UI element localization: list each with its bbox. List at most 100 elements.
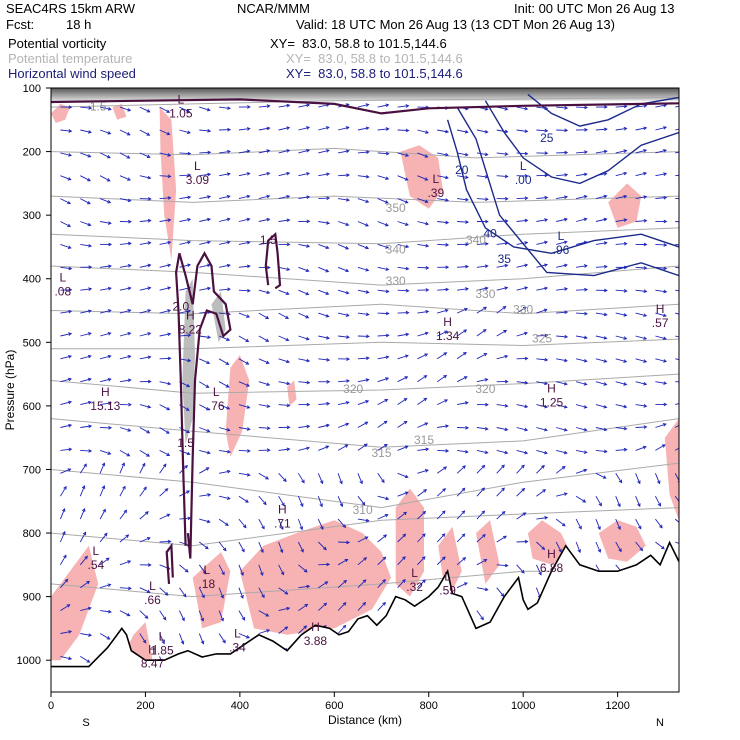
pv-shade-1 xyxy=(51,545,99,661)
field-name-pv: Potential vorticity xyxy=(8,36,107,51)
wind-vector-head-108 xyxy=(147,286,152,291)
wind-vector-head-373 xyxy=(342,624,347,629)
wind-vector-476 xyxy=(437,129,449,133)
wind-vector-head-292 xyxy=(281,502,285,507)
wind-vector-430 xyxy=(397,221,409,226)
wind-vector-head-311 xyxy=(306,358,311,363)
wind-vector-768 xyxy=(655,518,663,529)
extremum-kind-17: L xyxy=(432,172,439,186)
wind-vector-412 xyxy=(377,377,389,383)
wind-vector-41 xyxy=(79,463,87,474)
wind-vector-head-261 xyxy=(265,360,270,364)
wind-vector-744 xyxy=(635,541,643,551)
wind-vector-head-606 xyxy=(544,240,549,245)
wind-vector-159 xyxy=(179,310,191,314)
wind-vector-762 xyxy=(655,381,667,384)
wind-vector-head-171 xyxy=(182,593,187,598)
wind-vector-629 xyxy=(556,196,568,200)
extremum-value-12: 1.85 xyxy=(150,644,174,658)
wind-vector-134 xyxy=(159,309,171,314)
wind-vector-752 xyxy=(655,149,667,154)
wind-vector-head-693 xyxy=(597,526,601,531)
wind-vector-292 xyxy=(278,495,285,506)
wind-vector-144 xyxy=(159,541,171,543)
wind-vector-head-305 xyxy=(306,219,311,224)
wind-vector-head-93 xyxy=(123,509,128,514)
wind-vector-head-240 xyxy=(247,449,251,453)
wind-vector-631 xyxy=(556,241,568,245)
wind-vector-head-490 xyxy=(445,449,450,453)
wind-vector-581 xyxy=(516,241,528,245)
wind-vector-470 xyxy=(417,556,426,566)
wind-vector-69 xyxy=(99,533,108,543)
wind-vector-head-59 xyxy=(107,309,112,313)
wind-contour-0 xyxy=(446,119,679,255)
wind-vector-head-763 xyxy=(663,402,668,407)
wind-vector-478 xyxy=(437,175,449,179)
wind-vector-477 xyxy=(437,152,449,156)
wind-vector-head-160 xyxy=(187,333,192,338)
wind-vector-666 xyxy=(575,469,587,474)
init-time: Init: 00 UTC Mon 26 Aug 13 xyxy=(514,1,675,16)
wind-vector-head-419 xyxy=(383,534,388,538)
wind-vector-188 xyxy=(199,404,210,411)
wind-vector-head-355 xyxy=(345,222,350,227)
wind-vector-head-331 xyxy=(325,245,330,250)
wind-vector-258 xyxy=(258,289,270,294)
wind-vector-352 xyxy=(338,150,349,154)
wind-vector-355 xyxy=(337,221,349,226)
wind-vector-636 xyxy=(556,358,568,362)
wind-vector-283 xyxy=(278,289,289,295)
wind-vector-head-584 xyxy=(522,306,527,311)
wind-vector-781 xyxy=(675,243,679,246)
wind-vector-head-430 xyxy=(405,222,409,226)
wind-vector-head-375 xyxy=(365,103,370,107)
wind-vector-head-345 xyxy=(326,562,331,567)
wind-vector-212 xyxy=(218,381,230,388)
wind-vector-248 xyxy=(238,633,250,639)
wind-vector-head-186 xyxy=(206,360,211,365)
wind-vector-head-336 xyxy=(326,358,331,362)
wind-vector-head-52 xyxy=(106,155,111,159)
wind-vector-147 xyxy=(159,610,167,620)
wind-vector-head-228 xyxy=(246,172,251,176)
wind-vector-head-310 xyxy=(305,336,310,341)
wind-vector-141 xyxy=(159,463,167,474)
wind-vector-head-602 xyxy=(544,151,549,155)
wind-vector-512 xyxy=(456,376,468,383)
wind-vector-204 xyxy=(219,195,230,200)
wind-vector-297 xyxy=(278,607,290,612)
wind-vector-head-159 xyxy=(187,309,192,314)
wind-vector-head-384 xyxy=(365,312,370,317)
wind-vector-161 xyxy=(179,358,191,362)
wind-vector-116 xyxy=(139,463,146,474)
wind-vector-733 xyxy=(635,289,647,292)
wind-vector-18 xyxy=(59,508,66,520)
wind-vector-head-366 xyxy=(339,480,343,485)
wind-vector-head-638 xyxy=(563,405,568,409)
wind-vector-head-202 xyxy=(227,149,231,154)
wind-vector-head-610 xyxy=(544,333,549,338)
wind-vector-437 xyxy=(397,376,408,383)
extremum-kind-1: L xyxy=(194,159,201,173)
extremum-kind-13: H xyxy=(148,642,157,656)
wind-vector-head-780 xyxy=(684,221,687,224)
wind-vector-702 xyxy=(615,150,627,154)
wind-vector-head-367 xyxy=(339,503,344,508)
wind-vector-436 xyxy=(397,355,409,360)
wind-vector-head-768 xyxy=(659,524,663,529)
theta-label-4: 315 xyxy=(372,446,392,460)
wind-vector-head-10 xyxy=(68,332,73,336)
wind-vector-head-239 xyxy=(246,427,251,431)
extremum-value-14: .32 xyxy=(406,580,423,594)
wind-vector-761 xyxy=(655,358,667,362)
wind-vector-head-666 xyxy=(583,468,588,473)
wind-vector-322 xyxy=(298,604,308,611)
wind-vector-head-609 xyxy=(543,308,548,313)
wind-vector-head-87 xyxy=(127,378,132,383)
wind-vector-650 xyxy=(576,106,588,109)
pv-contour-low xyxy=(165,542,174,584)
wind-vector-557 xyxy=(496,264,508,268)
wind-vector-head-363 xyxy=(345,400,350,405)
wind-vector-769 xyxy=(655,541,665,550)
